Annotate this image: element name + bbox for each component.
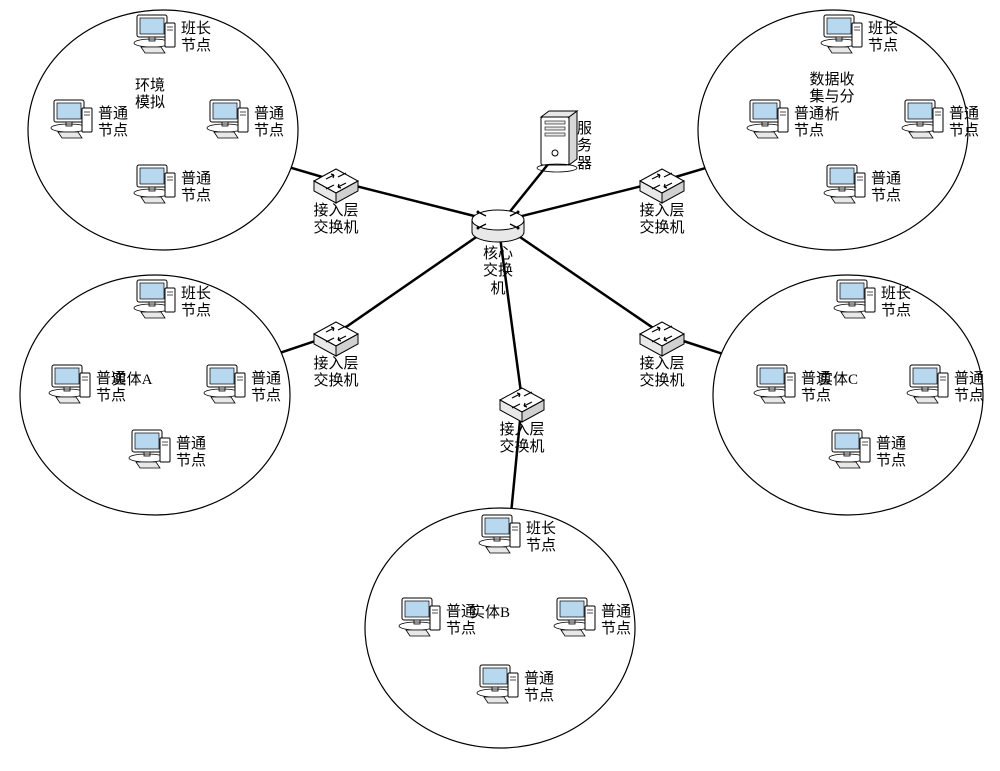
server-label: 服 务 器 [577, 121, 592, 173]
node-label-env-2: 普通 节点 [254, 106, 284, 141]
node-label-entC-0: 班长 节点 [881, 286, 911, 321]
access-switch-label-1: 接入层 交换机 [639, 203, 684, 238]
node-label-data-1: 普通 节点 [794, 106, 824, 141]
cluster-title-env: 环境 模拟 [135, 78, 165, 113]
node-label-entA-1: 普通 节点 [96, 371, 126, 406]
access-switch-label-4: 接入层 交换机 [499, 422, 544, 457]
node-label-entB-2: 普通 节点 [601, 604, 631, 639]
node-label-entA-0: 班长 节点 [181, 286, 211, 321]
node-label-entB-1: 普通 节点 [446, 604, 476, 639]
access-switch-label-0: 接入层 交换机 [313, 203, 358, 238]
access-switch-label-3: 接入层 交换机 [639, 356, 684, 391]
node-label-data-2: 普通 节点 [949, 106, 979, 141]
node-label-entC-3: 普通 节点 [876, 436, 906, 471]
node-label-env-0: 班长 节点 [181, 21, 211, 56]
node-label-entA-3: 普通 节点 [176, 436, 206, 471]
node-label-data-0: 班长 节点 [868, 21, 898, 56]
node-label-env-3: 普通 节点 [181, 171, 211, 206]
node-label-entC-1: 普通 节点 [801, 371, 831, 406]
node-label-entB-0: 班长 节点 [526, 521, 556, 556]
node-label-entC-2: 普通 节点 [954, 371, 984, 406]
node-label-env-1: 普通 节点 [98, 106, 128, 141]
node-label-entB-3: 普通 节点 [524, 671, 554, 706]
core-router-label: 核心 交换 机 [483, 246, 513, 298]
node-label-entA-2: 普通 节点 [251, 371, 281, 406]
node-label-data-3: 普通 节点 [871, 171, 901, 206]
access-switch-label-2: 接入层 交换机 [313, 356, 358, 391]
